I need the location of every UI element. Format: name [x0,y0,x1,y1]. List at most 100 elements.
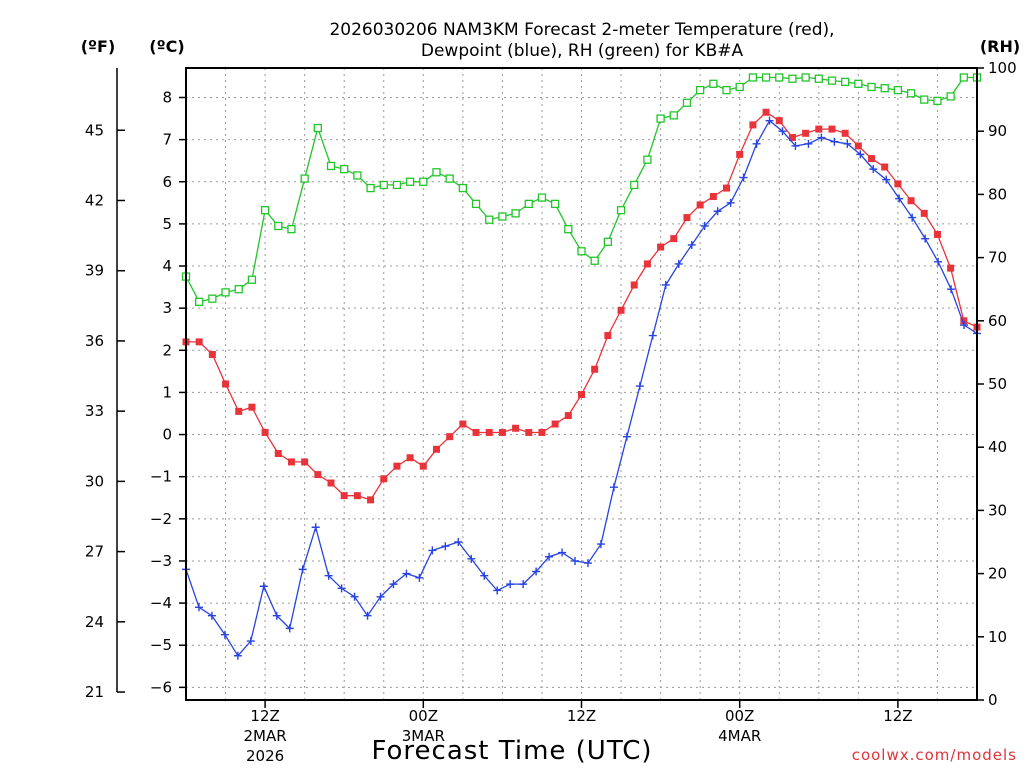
rh-point [590,256,599,265]
temperature-point [854,142,862,150]
dewpoint-point [635,382,644,391]
rh-point [643,155,652,164]
dewpoint-point [622,432,631,441]
rh-point [748,73,758,82]
temperature-point [459,420,467,428]
temperature-point [340,492,348,500]
time-axis: 12Z 2MAR 2026 00Z 3MAR 12Z 00Z 4MAR 12Z [244,700,913,765]
dewpoint-point [726,198,735,207]
celsius-tick-label: −6 [150,678,172,696]
temperature-point [578,391,585,399]
rh-point [485,215,494,224]
dewpoint-point [609,483,618,492]
time-tick-label: 12Z [567,707,596,725]
rh-tick-label: 10 [988,628,1007,646]
temperature-point [907,197,915,205]
temperature-point [235,407,243,415]
temperature-point [960,317,968,325]
temperature-point [485,428,493,436]
temperature-point [947,264,955,272]
dewpoint-point [908,213,917,222]
rh-point [577,247,586,256]
temperature-point [512,424,520,432]
temperature-point [287,458,295,466]
celsius-tick-label: 4 [162,257,172,275]
rh-point [524,199,533,209]
dewpoint-point [674,259,683,268]
celsius-tick-label: −4 [150,594,172,612]
fahrenheit-tick-label: 33 [85,402,104,420]
rh-point [603,237,613,246]
rh-point [696,85,705,95]
fahrenheit-tick-label: 42 [85,191,104,209]
chart-subtitle: Dewpoint (blue), RH (green) for KB#A [421,41,744,61]
dewpoint-point [428,546,437,555]
rh-point [300,174,309,183]
temperature-point [604,332,612,340]
rh-point [933,96,942,106]
date-tick-label: 2MAR [244,727,287,745]
rh-point [761,73,771,82]
rh-point [550,199,560,209]
celsius-tick-label: 0 [162,426,172,444]
temperature-point [617,306,625,314]
dewpoint-point [752,139,761,148]
dewpoint-point [480,571,489,580]
rh-point [366,183,375,193]
temperature-point [591,365,599,373]
temperature-point [723,184,731,192]
fahrenheit-tick-label: 24 [85,613,104,631]
temperature-point [446,433,454,441]
fahrenheit-tick-label: 30 [85,472,104,490]
fahrenheit-unit-label: (ºF) [81,37,116,56]
dewpoint-point [259,582,268,591]
dewpoint-point [765,116,774,125]
rh-tick-label: 20 [988,565,1007,583]
temperature-point [775,117,783,125]
time-tick-label: 00Z [725,707,754,725]
rh-point [893,85,903,95]
celsius-axis: −6 −5 −4 −3 −2 −1 0 1 2 3 4 5 6 7 8 [150,88,186,696]
temperature-point [419,462,427,470]
time-tick-label: 00Z [409,707,438,725]
dewpoint-point [389,580,398,589]
rh-point [775,73,784,82]
rh-point [814,74,823,83]
dewpoint-point [441,542,450,551]
temperature-point [327,479,335,487]
time-tick-label: 12Z [250,707,279,725]
dewpoint-point [246,637,255,646]
temperature-point [762,108,770,116]
temperature-point [551,420,559,428]
rh-tick-label: 70 [988,249,1007,267]
rh-point [260,206,270,215]
x-axis-title: Forecast Time (UTC) [371,736,652,766]
temperature-point [920,209,928,217]
rh-series [181,73,982,306]
dewpoint-point [233,651,242,660]
dewpoint-point [571,556,580,565]
dewpoint-point [194,603,203,612]
rh-point [669,111,678,120]
rh-point [867,82,876,92]
celsius-tick-label: −1 [150,468,172,486]
rh-tick-label: 40 [988,438,1007,456]
rh-point [946,92,955,101]
rh-point [195,297,204,306]
rh-point [458,183,468,193]
chart-title: 2026030206 NAM3KM Forecast 2-meter Tempe… [329,20,834,40]
dewpoint-point [960,321,969,330]
rh-tick-label: 80 [988,185,1007,203]
dewpoint-point [220,630,229,639]
celsius-tick-label: 2 [162,341,172,359]
dewpoint-point [843,139,852,148]
rh-point [906,89,916,98]
plot-frame [185,67,978,701]
temperature-point [353,492,361,500]
celsius-tick-label: −5 [150,636,172,654]
rh-point [656,114,665,123]
rh-point [788,74,797,83]
rh-point [274,221,283,231]
dewpoint-point [687,240,696,249]
temperature-point [670,235,678,243]
